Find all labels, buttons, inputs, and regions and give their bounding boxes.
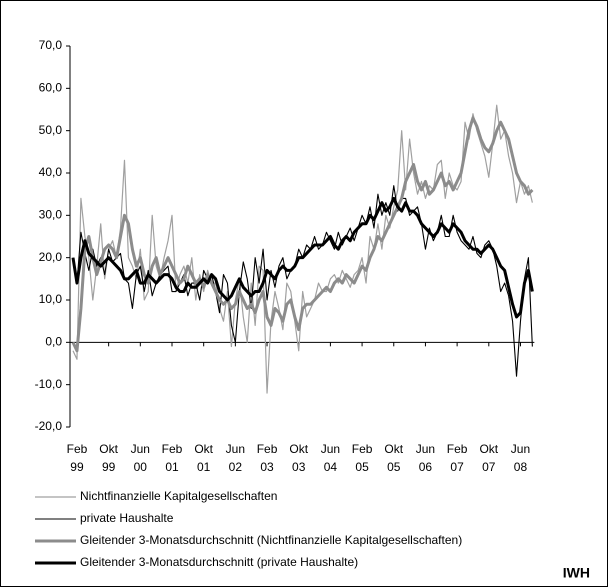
y-tick-label: 10,0: [39, 292, 63, 306]
legend-label: Gleitender 3-Monatsdurchschnitt (Nichtfi…: [80, 533, 462, 547]
y-tick-label: 50,0: [39, 123, 63, 137]
y-tick-label: 40,0: [39, 165, 63, 179]
x-tick-label: Okt 03: [289, 442, 309, 474]
y-tick-label: 60,0: [39, 81, 63, 95]
series-line: [72, 104, 533, 394]
x-tick-label: Feb 03: [256, 442, 278, 474]
y-tick-label: 70,0: [39, 38, 63, 52]
x-tick-label: Jun 00: [130, 442, 150, 474]
y-tick-label: 30,0: [39, 208, 63, 222]
x-tick-label: Feb 01: [161, 442, 183, 474]
y-tick-label: -20,0: [35, 419, 63, 433]
x-tick-label: Feb 07: [446, 442, 468, 474]
x-tick-label: Feb 05: [351, 442, 373, 474]
y-tick-label: -10,0: [35, 377, 63, 391]
x-tick-label: Okt 99: [99, 442, 118, 474]
source-note: IWH: [563, 565, 590, 581]
x-tick-label: Okt 01: [194, 442, 213, 474]
x-tick-label: Okt 07: [479, 442, 499, 474]
legend-label: Nichtfinanzielle Kapitalgesellschaften: [80, 489, 277, 503]
x-tick-label: Jun 04: [320, 442, 341, 474]
y-tick-label: 0,0: [45, 335, 62, 349]
series-line: [71, 196, 534, 319]
x-tick-label: Jun 08: [510, 442, 531, 474]
x-tick-label: Jun 06: [415, 442, 436, 474]
y-tick-label: 20,0: [39, 250, 63, 264]
legend-label: private Haushalte: [80, 511, 174, 525]
x-tick-label: Okt 05: [384, 442, 404, 474]
legend-label: Gleitender 3-Monatsdurchschnitt (private…: [80, 555, 358, 569]
x-tick-label: Feb 99: [66, 442, 88, 474]
x-tick-label: Jun 02: [225, 442, 246, 474]
